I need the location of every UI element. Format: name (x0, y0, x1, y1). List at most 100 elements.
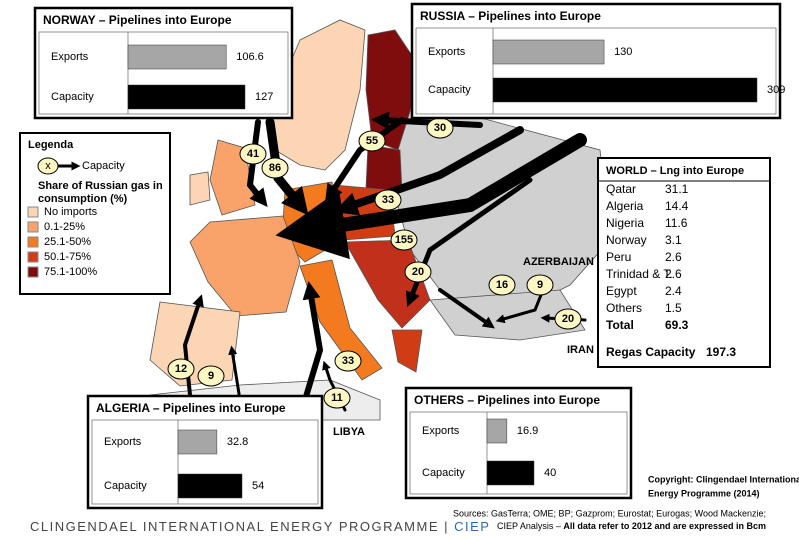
legend-label: 25.1-50% (44, 236, 91, 248)
value-label: 16.9 (517, 425, 538, 437)
category-label: Capacity (422, 467, 465, 479)
table-cell: Norway (606, 233, 647, 247)
sources: CIEP Analysis – All data refer to 2012 a… (497, 521, 766, 531)
flow-label: 41 (247, 148, 259, 160)
flow-label: 33 (342, 355, 354, 367)
bar (486, 418, 508, 444)
table-cell: Trinidad & T. (606, 267, 673, 281)
flow-label: 9 (537, 279, 543, 291)
bar (492, 39, 605, 65)
legend-bubble-label: x (45, 160, 51, 172)
flow-label: 12 (175, 363, 187, 375)
table-cell: 3.1 (665, 233, 682, 247)
value-label: 54 (252, 480, 264, 492)
table-cell: 2.6 (665, 250, 682, 264)
footer: CLINGENDAEL INTERNATIONAL ENERGY PROGRAM… (30, 519, 449, 534)
legend-swatch (27, 206, 39, 218)
flow-label: 9 (208, 370, 214, 382)
table-cell: 2.6 (665, 267, 682, 281)
panel-title: NORWAY – Pipelines into Europe (43, 13, 232, 27)
value-label: 130 (614, 46, 632, 58)
flow-label: 20 (412, 266, 424, 278)
flow-label: 155 (395, 234, 413, 246)
flow-bubble (167, 358, 195, 380)
place-label: IRAN (567, 344, 594, 356)
category-label: Capacity (51, 91, 94, 103)
place-label: LIBYA (333, 426, 365, 438)
arrow (405, 177, 533, 307)
flow-label: 20 (562, 313, 574, 325)
table-cell: 1.5 (665, 301, 682, 315)
table-cell: Algeria (606, 199, 644, 213)
table-cell: 197.3 (706, 345, 736, 359)
copyright: Copyright: Clingendael International (648, 474, 799, 484)
world-table: WORLD – Lng into Europe Qatar 31.1 Algeria… (597, 157, 771, 368)
flow-bubble (554, 308, 582, 330)
bar (177, 429, 218, 455)
pipeline-panels: NORWAY – Pipelines into Europe Exports 106… (33, 2, 785, 510)
legend-label: No imports (44, 206, 98, 218)
sources: Sources: GasTerra; OME; BP; Gazprom; Eur… (453, 508, 766, 518)
legend-subtitle: consumption (%) (38, 193, 128, 205)
flow-bubble (374, 189, 402, 211)
flow-label: 11 (331, 392, 343, 404)
legend-title: Legenda (28, 139, 74, 151)
legend-swatch (27, 251, 39, 263)
flow-label: 33 (382, 194, 394, 206)
flow-bubble (404, 261, 432, 283)
flow-label: 30 (434, 122, 446, 134)
legend-label: 50.1-75% (44, 251, 91, 263)
flow-bubble (239, 143, 267, 165)
category-label: Exports (51, 51, 89, 63)
arrow (228, 345, 242, 402)
value-label: 127 (255, 91, 273, 103)
legend-label: 75.1-100% (44, 266, 97, 278)
flow-bubble (261, 157, 289, 179)
sources: All data refer to 2012 and are expressed… (563, 521, 766, 531)
table-cell: Egypt (606, 284, 637, 298)
table-cell: Others (606, 301, 642, 315)
footer: CLINGENDAEL INTERNATIONAL ENERGY PROGRAM… (30, 519, 490, 534)
table-cell: 11.6 (665, 216, 688, 230)
value-label: 40 (544, 467, 556, 479)
copyright: Energy Programme (2014) (648, 488, 760, 498)
flow-label: 86 (269, 162, 281, 174)
table-cell: 69.3 (665, 318, 689, 332)
legend-swatch (27, 236, 39, 248)
flow-labels: 41 86 55 30 33 155 20 16 9 20 12 9 33 11 (167, 117, 582, 409)
flow-bubble (323, 387, 351, 409)
place-label: AZERBAIJAN (523, 256, 594, 268)
footer-ciep: CIEP (454, 519, 490, 534)
italy (299, 259, 383, 381)
legend-subtitle: Share of Russian gas in (38, 180, 163, 192)
flow-bubble (488, 274, 516, 296)
panel-title: ALGERIA – Pipelines into Europe (96, 401, 286, 415)
table-cell: 31.1 (665, 182, 689, 196)
bar (127, 44, 227, 70)
legend: Legenda x Capacity Share of Russian gas … (19, 132, 171, 295)
flow-label: 55 (366, 135, 378, 147)
value-label: 309 (767, 84, 785, 96)
category-label: Capacity (104, 480, 147, 492)
flow-bubble (526, 274, 554, 296)
arrow (438, 288, 495, 329)
value-label: 32.8 (227, 436, 248, 448)
ireland (189, 171, 211, 206)
greece (391, 329, 423, 373)
legend-arrow-text: Capacity (82, 160, 125, 172)
france (189, 215, 301, 317)
panel-title: RUSSIA – Pipelines into Europe (420, 9, 601, 23)
category-label: Exports (422, 425, 460, 437)
table-cell: Qatar (606, 182, 636, 196)
arrow (182, 294, 204, 397)
value-label: 106.6 (236, 51, 264, 63)
legend-swatch (27, 221, 39, 233)
table-frame (597, 157, 771, 368)
flow-bubble (390, 229, 418, 251)
arrow (246, 119, 268, 208)
baltics (365, 144, 403, 193)
category-label: Capacity (428, 84, 471, 96)
flow-arrows (182, 111, 587, 412)
bar (177, 473, 243, 499)
